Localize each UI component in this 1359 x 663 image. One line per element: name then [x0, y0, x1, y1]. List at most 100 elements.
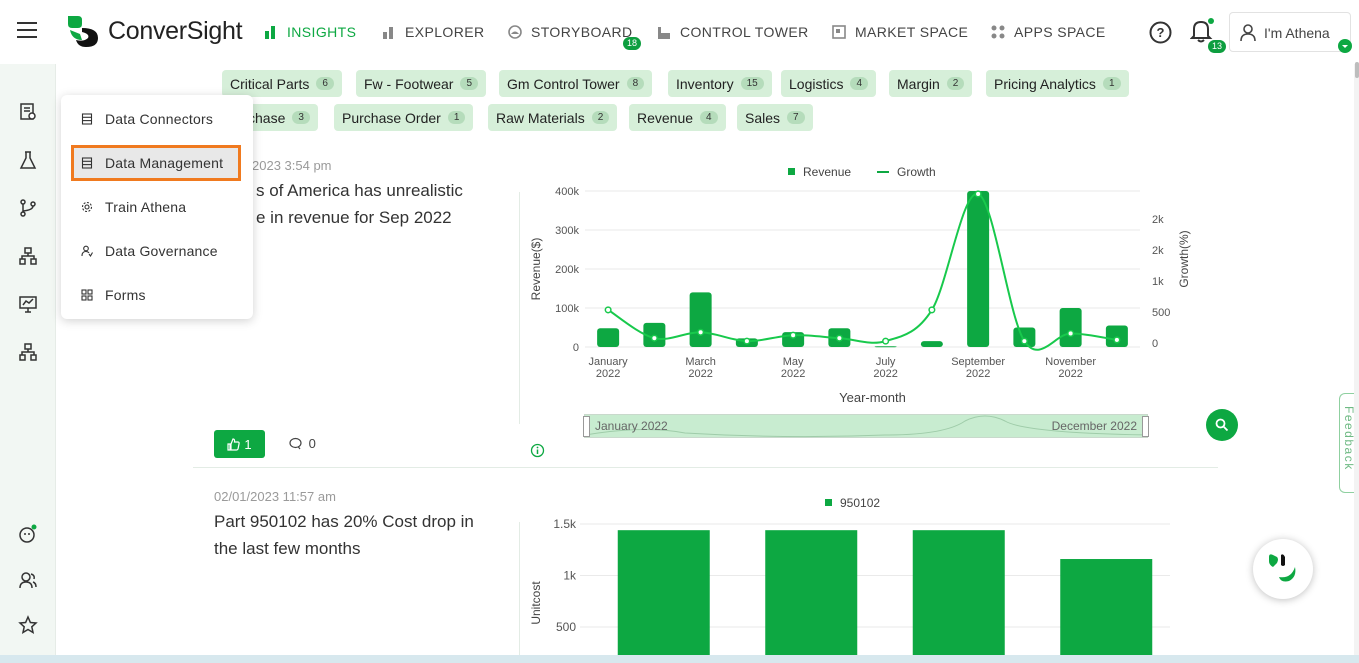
grid-icon — [81, 289, 93, 301]
report-search-icon[interactable] — [18, 102, 38, 122]
growth-point — [974, 190, 982, 198]
feedback-label: Feedback — [1342, 406, 1356, 471]
nav-storyboard[interactable]: STORYBOARD — [508, 24, 633, 40]
y-tick-label: 1k — [563, 569, 577, 583]
tag-count: 2 — [591, 111, 610, 124]
nav-explorer[interactable]: EXPLORER — [382, 24, 484, 40]
tag-fw-footwear[interactable]: Fw - Footwear 5 — [356, 70, 487, 97]
growth-point — [743, 337, 751, 345]
bottom-strip — [0, 655, 1359, 663]
revenue-bar — [1013, 327, 1036, 347]
growth-point — [697, 328, 705, 336]
user-menu[interactable]: I'm Athena — [1229, 12, 1352, 53]
growth-point — [1020, 337, 1028, 345]
tag-pricing-analytics[interactable]: Pricing Analytics 1 — [986, 70, 1129, 97]
chatbot-icon — [1269, 554, 1296, 582]
logo-text: ConverSight — [108, 16, 243, 45]
menu-item-data-connectors[interactable]: Data Connectors — [61, 101, 253, 137]
tag-purchase-order[interactable]: Purchase Order 1 — [334, 104, 474, 131]
growth-point — [1067, 329, 1075, 338]
tag-gm-control-tower[interactable]: Gm Control Tower 8 — [499, 70, 653, 97]
x-tick-label: 2022 — [596, 368, 620, 380]
tag-raw-materials[interactable]: Raw Materials 2 — [488, 104, 618, 131]
card1-title[interactable]: s of America has unrealistic e in revenu… — [256, 177, 463, 231]
menu-item-data-management[interactable]: Data Management — [71, 145, 241, 181]
athena-face-icon[interactable] — [18, 524, 38, 544]
range-handle-left[interactable] — [583, 416, 590, 437]
legend-950102-swatch — [825, 499, 832, 506]
range-handle-right[interactable] — [1142, 416, 1149, 437]
revenue-bar — [597, 328, 620, 347]
unitcost-bar — [765, 530, 858, 658]
branch-icon[interactable] — [18, 198, 38, 218]
unitcost-bar — [1060, 559, 1153, 658]
y-tick-label: 500 — [556, 620, 576, 634]
notifications-badge: 13 — [1208, 40, 1227, 53]
tag-count: 3 — [292, 111, 310, 124]
chevron-down-icon[interactable] — [1338, 39, 1352, 53]
chart-search-button[interactable] — [1206, 409, 1238, 441]
storyboard-badge: 18 — [623, 37, 642, 50]
top-bar: ConverSight INSIGHTS EXPLORER STORYBOARD… — [0, 0, 1359, 64]
info-icon[interactable] — [530, 443, 545, 458]
control-tower-icon — [658, 27, 670, 39]
tag-inventory[interactable]: Inventory 15 — [668, 70, 772, 97]
x-tick-label: 2022 — [781, 368, 805, 380]
menu-item-label: Train Athena — [105, 199, 187, 215]
tag-label: Inventory — [676, 75, 734, 92]
flask-icon[interactable] — [18, 150, 38, 170]
tag-revenue[interactable]: Revenue 4 — [629, 104, 726, 131]
card1-timestamp: 2023 3:54 pm — [252, 158, 332, 173]
y2-tick-label: 0 — [1152, 338, 1158, 350]
x-tick-label: July — [876, 356, 896, 368]
hamburger-menu-icon[interactable] — [17, 22, 37, 38]
growth-point — [650, 334, 658, 342]
tag-margin[interactable]: Margin 2 — [889, 70, 973, 97]
hierarchy-icon[interactable] — [18, 246, 38, 266]
menu-item-data-governance[interactable]: Data Governance — [61, 233, 253, 269]
presentation-chart-icon[interactable] — [18, 294, 38, 314]
nav-insights[interactable]: INSIGHTS — [264, 24, 356, 40]
star-icon[interactable] — [18, 615, 38, 635]
x-tick-label: 2022 — [688, 368, 712, 380]
tag-logistics[interactable]: Logistics 4 — [781, 70, 877, 97]
users-icon[interactable] — [18, 570, 38, 590]
revenue-bar — [920, 341, 943, 347]
tag-count: 5 — [460, 77, 479, 90]
tag-critical-parts[interactable]: Critical Parts 6 — [222, 70, 342, 97]
vertical-scrollbar[interactable] — [1354, 64, 1359, 663]
help-icon[interactable]: ? — [1149, 21, 1172, 44]
tag-count: 2 — [946, 77, 965, 90]
tag-count: 1 — [1102, 77, 1121, 90]
menu-item-train-athena[interactable]: Train Athena — [61, 189, 253, 225]
x-tick-label: 2022 — [1058, 368, 1082, 380]
range-slider[interactable]: January 2022 December 2022 — [583, 414, 1149, 438]
growth-point — [835, 334, 843, 342]
y-tick-label: 300k — [555, 225, 579, 237]
database-icon — [81, 157, 93, 169]
card2-title[interactable]: Part 950102 has 20% Cost drop in the las… — [214, 508, 474, 562]
nav-market-space[interactable]: MARKET SPACE — [832, 24, 968, 40]
scrollbar-thumb[interactable] — [1355, 62, 1359, 78]
menu-item-forms[interactable]: Forms — [61, 277, 253, 313]
org-chart-icon[interactable] — [18, 342, 38, 362]
tag-label: Pricing Analytics — [994, 75, 1096, 92]
like-count: 1 — [244, 436, 252, 452]
storyboard-icon — [508, 25, 522, 39]
tag-sales[interactable]: Sales 7 — [737, 104, 813, 131]
legend-revenue-swatch — [788, 168, 795, 175]
logo[interactable]: ConverSight — [64, 14, 243, 48]
nav-apps-space[interactable]: APPS SPACE — [991, 24, 1106, 40]
chatbot-button[interactable] — [1253, 539, 1313, 599]
tag-count: 1 — [447, 111, 466, 124]
revenue-bar — [1105, 325, 1128, 347]
comment-button[interactable]: 0 — [289, 436, 316, 451]
nav-control-tower[interactable]: CONTROL TOWER — [657, 24, 809, 40]
card2-title-line2: the last few months — [214, 539, 361, 558]
x-tick-label: May — [783, 356, 804, 368]
like-button[interactable]: 1 — [214, 430, 265, 458]
card1-title-line2: e in revenue for Sep 2022 — [256, 208, 452, 227]
y2-tick-label: 1k — [1152, 276, 1164, 288]
nav-market-space-label: MARKET SPACE — [855, 24, 969, 40]
bell-icon[interactable] — [1190, 18, 1214, 44]
